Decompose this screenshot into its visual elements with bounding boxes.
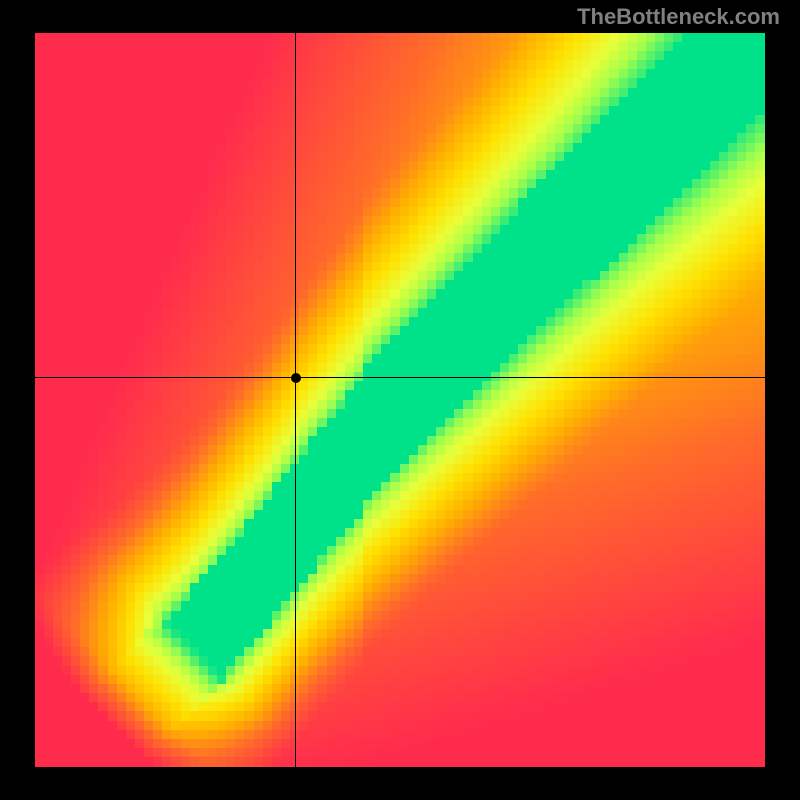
heatmap-plot	[35, 33, 765, 767]
heatmap-canvas	[35, 33, 765, 767]
watermark-text: TheBottleneck.com	[577, 4, 780, 30]
crosshair-horizontal	[35, 377, 765, 378]
crosshair-vertical	[295, 33, 296, 767]
crosshair-marker	[291, 373, 301, 383]
